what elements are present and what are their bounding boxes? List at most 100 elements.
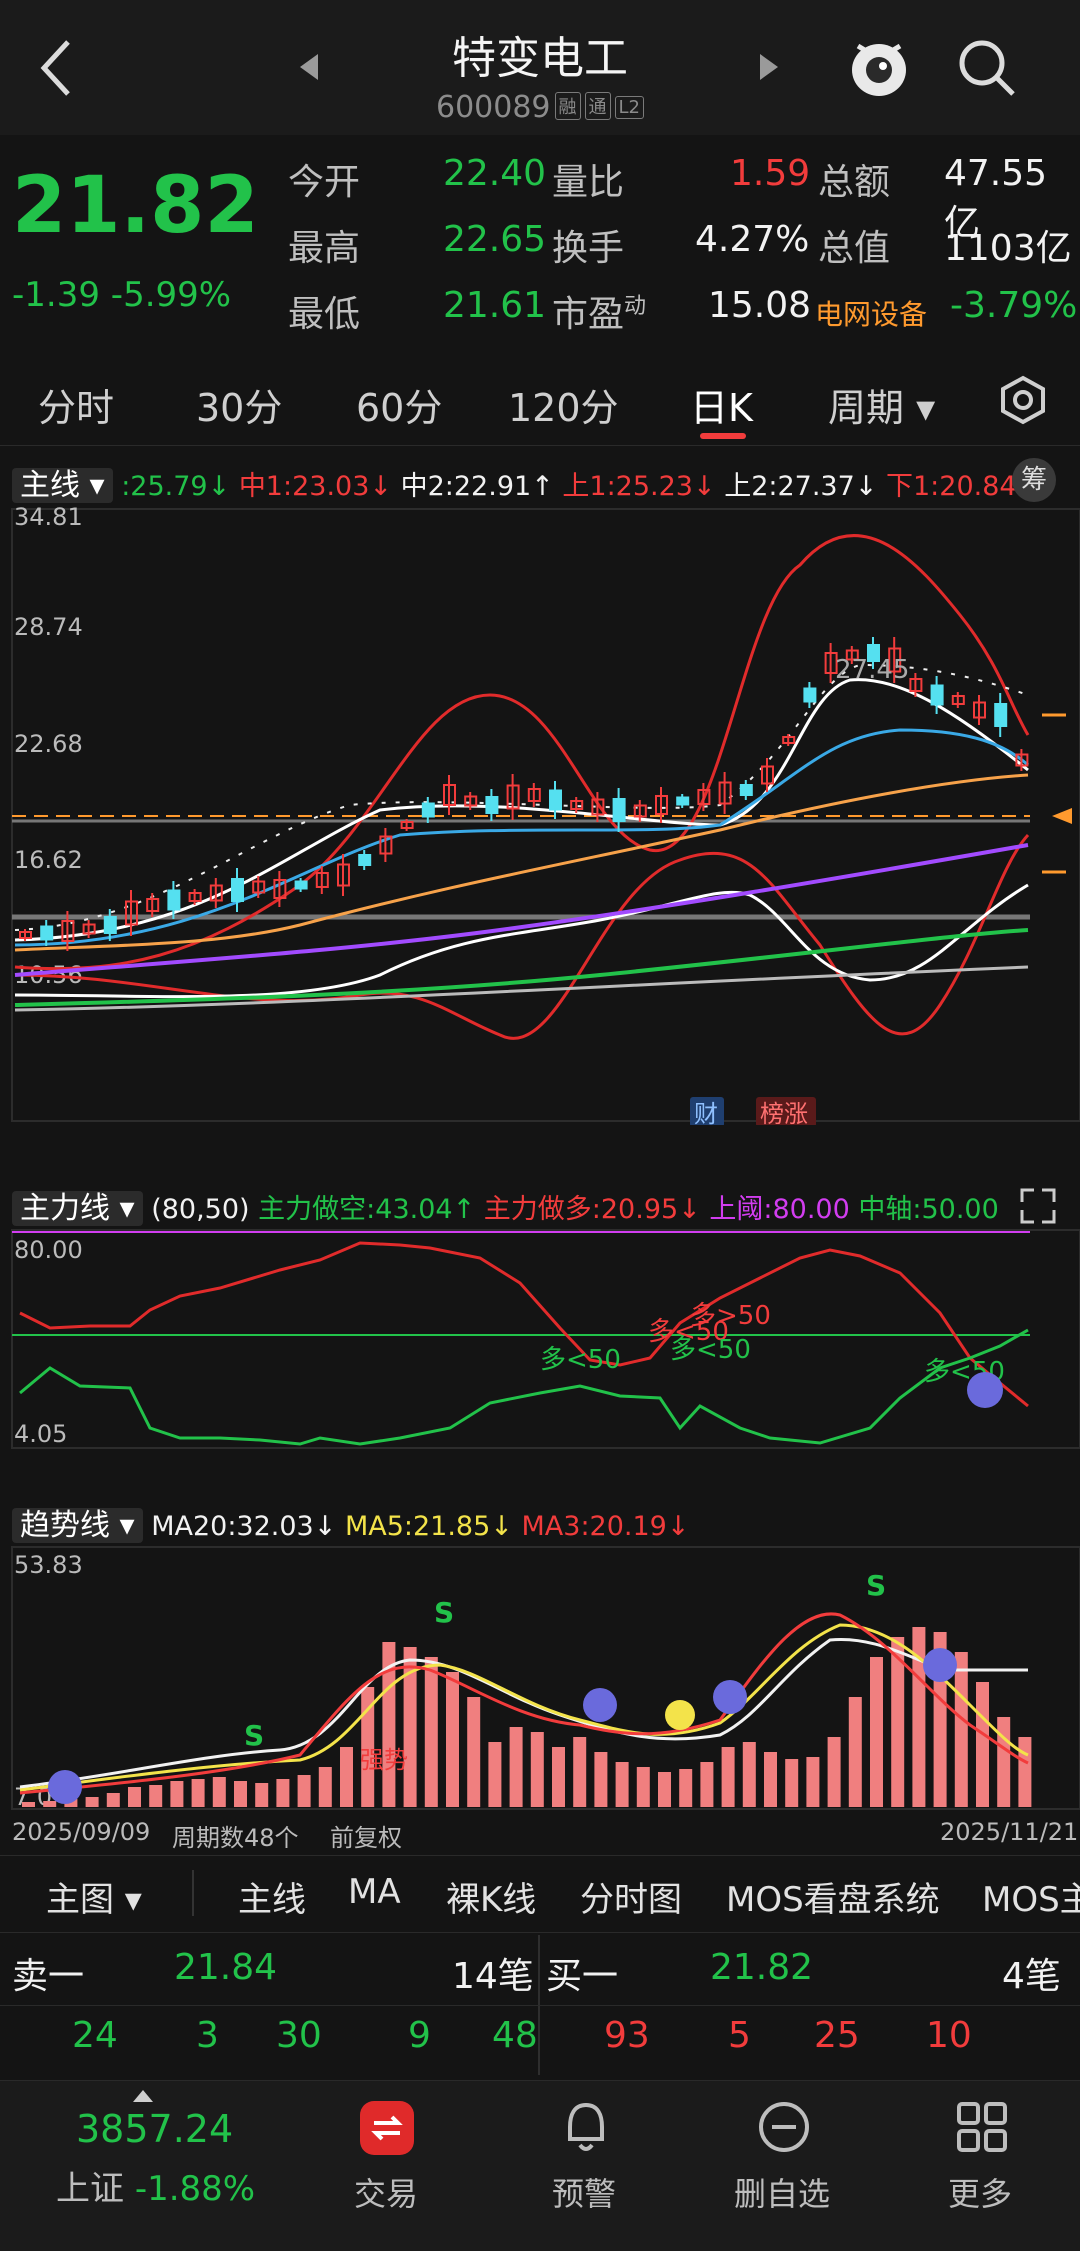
legend-item: 上2:27.37↓ bbox=[724, 471, 878, 502]
trend-bar bbox=[976, 1682, 989, 1807]
ma-green bbox=[14, 928, 1029, 1007]
tab-120min[interactable]: 120分 bbox=[508, 386, 619, 430]
search-icon[interactable] bbox=[955, 36, 1019, 100]
candle-body bbox=[231, 878, 244, 902]
trend-bar bbox=[149, 1785, 163, 1807]
candle-body bbox=[506, 784, 520, 810]
remove-watchlist-icon[interactable] bbox=[756, 2099, 812, 2155]
tab-intraday[interactable]: 分时 bbox=[38, 386, 115, 430]
y-tick-label: 22.68 bbox=[14, 730, 83, 758]
order-book: 卖一 21.84 14笔 买一 21.82 4笔 24 3 30 9 48 93… bbox=[0, 1935, 1080, 2075]
subtab-bare-k[interactable]: 裸K线 bbox=[446, 1880, 537, 1920]
turnover-value: 4.27% bbox=[695, 219, 810, 260]
back-icon[interactable] bbox=[38, 38, 78, 98]
trend-bar bbox=[318, 1767, 332, 1807]
trade-icon[interactable] bbox=[360, 2101, 414, 2155]
main-chart-selector[interactable]: 主图 ▾ bbox=[46, 1880, 142, 1920]
open-label: 今开 bbox=[288, 162, 361, 203]
candle-body bbox=[40, 925, 54, 941]
power-indicator-selector[interactable]: 主力线 ▾ bbox=[12, 1191, 143, 1226]
nav-more[interactable]: 更多 bbox=[948, 2175, 1013, 2213]
mascot-icon[interactable] bbox=[848, 30, 910, 100]
ranking-marker[interactable] bbox=[756, 1097, 816, 1125]
trend-bar bbox=[255, 1783, 269, 1807]
more-grid-icon[interactable] bbox=[954, 2099, 1010, 2155]
turnover-label: 换手 bbox=[552, 228, 625, 269]
index-info[interactable]: 上证 -1.88% bbox=[56, 2169, 256, 2209]
expand-up-icon[interactable] bbox=[132, 2089, 154, 2103]
trend-bar bbox=[1018, 1737, 1032, 1807]
divider bbox=[0, 2005, 1080, 2006]
finance-marker[interactable] bbox=[690, 1097, 724, 1125]
expand-icon[interactable] bbox=[1016, 1184, 1060, 1228]
candle-body bbox=[761, 765, 774, 785]
sector-name[interactable]: 电网设备 bbox=[815, 298, 928, 331]
y-tick-label: 28.74 bbox=[14, 613, 83, 641]
bell-icon[interactable] bbox=[558, 2099, 614, 2159]
quote-panel: 21.82 -1.39 -5.99% 今开 22.40 量比 1.59 总额 4… bbox=[0, 135, 1080, 350]
peak-price-label: 27.45 bbox=[835, 655, 909, 685]
candle-body bbox=[739, 784, 753, 796]
trend-bar bbox=[43, 1801, 57, 1807]
tab-30min[interactable]: 30分 bbox=[196, 386, 283, 430]
buy1-price[interactable]: 21.82 bbox=[710, 1947, 814, 1988]
tab-period[interactable]: 周期 ▾ bbox=[828, 386, 936, 430]
main-legend: 主线 ▾ :25.79↓ 中1:23.03↓ 中2:22.91↑ 上1:25.2… bbox=[12, 460, 1039, 504]
nav-remove-watchlist[interactable]: 删自选 bbox=[734, 2175, 831, 2213]
nav-alert[interactable]: 预警 bbox=[552, 2175, 617, 2213]
candle-body bbox=[1015, 753, 1029, 767]
trend-bar bbox=[870, 1657, 883, 1807]
sell1-price[interactable]: 21.84 bbox=[174, 1947, 278, 1988]
candle-body bbox=[845, 649, 859, 661]
legend-item: 中1:23.03↓ bbox=[238, 471, 393, 502]
candle-body bbox=[273, 879, 287, 899]
mid-line-white bbox=[14, 678, 1029, 942]
candle-body bbox=[570, 800, 584, 810]
trend-bar bbox=[552, 1747, 565, 1807]
ma-grey bbox=[14, 965, 1029, 1012]
subtab-intraday-chart[interactable]: 分时图 bbox=[580, 1880, 682, 1920]
trend-indicator-selector[interactable]: 趋势线 ▾ bbox=[12, 1508, 143, 1543]
trend-bar bbox=[64, 1799, 78, 1807]
subtab-main-line[interactable]: 主线 bbox=[238, 1880, 306, 1920]
candle-body bbox=[591, 798, 605, 816]
trend-bar bbox=[891, 1637, 905, 1807]
trend-y-top: 53.83 bbox=[14, 1551, 83, 1579]
pe-value: 15.08 bbox=[708, 285, 812, 326]
next-stock-icon[interactable] bbox=[756, 52, 780, 82]
candle-body bbox=[19, 931, 32, 939]
y-tick-label: 16.62 bbox=[14, 846, 83, 874]
index-value[interactable]: 3857.24 bbox=[76, 2107, 234, 2151]
candle-body bbox=[697, 789, 711, 805]
signal-s: S bbox=[244, 1719, 264, 1752]
subtab-ma[interactable]: MA bbox=[348, 1872, 401, 1912]
subtab-mos-main[interactable]: MOS主 bbox=[982, 1880, 1080, 1920]
prev-stock-icon[interactable] bbox=[298, 52, 322, 82]
pe-label: 市盈动 bbox=[552, 294, 647, 335]
trend-chart: 53.83 7.0 S S S 强势 bbox=[11, 1546, 1080, 1811]
stock-code-row: 600089 融通 L2 bbox=[0, 90, 1080, 125]
chart-area[interactable]: 主线 ▾ :25.79↓ 中1:23.03↓ 中2:22.91↑ 上1:25.2… bbox=[0, 450, 1080, 1852]
legend-item: 中轴:50.00 bbox=[858, 1194, 999, 1225]
settings-hex-icon[interactable] bbox=[998, 375, 1048, 425]
legend-item: 上阈:80.00 bbox=[709, 1194, 850, 1225]
trend-bar bbox=[785, 1759, 799, 1807]
tab-daily-k[interactable]: 日K bbox=[690, 386, 753, 430]
mktcap-value: 1103亿 bbox=[944, 228, 1072, 269]
nav-trade[interactable]: 交易 bbox=[354, 2175, 419, 2213]
signal-label: 多<50 bbox=[670, 1335, 751, 1365]
signal-label: 多>50 bbox=[690, 1301, 771, 1331]
subtab-mos-system[interactable]: MOS看盘系统 bbox=[726, 1880, 940, 1920]
tab-60min[interactable]: 60分 bbox=[356, 386, 443, 430]
sad-face-icon bbox=[967, 1372, 1003, 1408]
buy-qty: 93 bbox=[604, 2015, 650, 2056]
money-bag-icon bbox=[665, 1700, 695, 1730]
chip-distribution-icon[interactable]: 筹 bbox=[1012, 458, 1056, 502]
sell-qty: 9 bbox=[408, 2015, 431, 2056]
candle-body bbox=[209, 884, 223, 902]
signal-label: 多<50 bbox=[540, 1345, 621, 1375]
main-indicator-selector[interactable]: 主线 ▾ bbox=[12, 468, 113, 503]
candle-body bbox=[803, 687, 817, 703]
candle-body bbox=[464, 795, 478, 807]
upper-band-line bbox=[14, 534, 1030, 971]
